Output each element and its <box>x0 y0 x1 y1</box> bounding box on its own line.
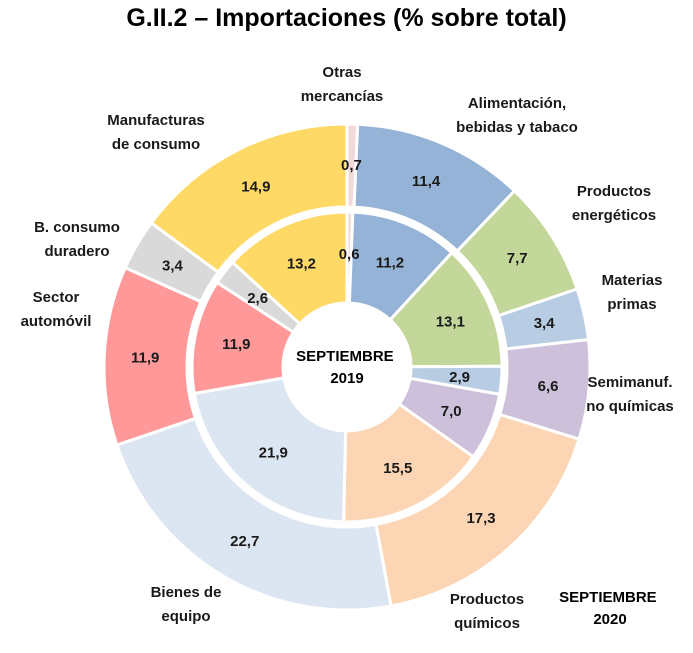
category-label-bienes-de-equipo: Bienes de equipo <box>151 584 222 625</box>
outer-value-sector-automovil: 11,9 <box>131 349 159 366</box>
inner-value-sector-automovil: 11,9 <box>222 336 250 353</box>
chart-title: G.II.2 – Importaciones (% sobre total) <box>126 4 567 32</box>
category-label-productos-quimicos: Productos químicos <box>450 591 524 632</box>
inner-ring-label-line-1: SEPTIEMBRE <box>296 348 394 365</box>
category-label-b-consumo-duradero: B. consumo duradero <box>34 219 120 260</box>
inner-ring <box>190 210 504 524</box>
category-label-otras-mercancias: Otras mercancías <box>301 64 384 105</box>
outer-ring <box>102 122 592 612</box>
inner-slice-productos-quimicos <box>342 401 476 524</box>
outer-ring-label-line-1: SEPTIEMBRE <box>559 589 657 606</box>
category-labels: Otras mercancías Alimentación, bebidas y ta… <box>21 64 674 632</box>
category-label-semimanuf-no-quimicas: Semimanuf. no químicas <box>586 374 674 415</box>
inner-slice-productos-energeticos <box>388 250 504 369</box>
inner-value-otras-mercancias: 0,6 <box>339 246 360 263</box>
outer-value-productos-quimicos: 17,3 <box>466 510 495 527</box>
outer-value-otras-mercancias: 0,7 <box>341 157 362 174</box>
outer-value-alimentacion-bebidas-y-tabaco: 11,4 <box>412 173 441 190</box>
value-labels: 0,6 11,2 13,1 2,9 7,0 15,5 21,9 11,9 2,6 13,2 0,7 1… <box>131 157 558 550</box>
outer-value-b-consumo-duradero: 3,4 <box>162 257 184 274</box>
outer-value-manufacturas-de-consumo: 14,9 <box>241 179 270 196</box>
outer-slice-manufacturas-de-consumo <box>149 122 349 275</box>
inner-value-alimentacion-bebidas-y-tabaco: 11,2 <box>376 254 404 271</box>
outer-slice-bienes-de-equipo <box>114 416 393 612</box>
inner-slice-manufacturas-de-consumo <box>230 210 349 326</box>
inner-value-materias-primas: 2,9 <box>449 369 470 386</box>
inner-value-semimanuf-no-quimicas: 7,0 <box>441 403 462 420</box>
category-label-sector-automovil: Sector automóvil <box>21 289 92 330</box>
inner-ring-label: SEPTIEMBRE 2019 <box>296 348 398 387</box>
inner-slice-bienes-de-equipo <box>192 376 348 524</box>
inner-ring-label-line-2: 2019 <box>330 370 363 387</box>
outer-value-bienes-de-equipo: 22,7 <box>230 533 259 550</box>
inner-value-b-consumo-duradero: 2,6 <box>247 290 268 307</box>
category-label-materias-primas: Materias primas <box>602 272 663 313</box>
inner-value-bienes-de-equipo: 21,9 <box>259 445 288 462</box>
category-label-alimentacion-bebidas-y-tabaco: Alimentación, bebidas y tabaco <box>456 95 578 136</box>
outer-value-semimanuf-no-quimicas: 6,6 <box>538 378 559 395</box>
outer-ring-label: SEPTIEMBRE 2020 <box>559 589 661 628</box>
category-label-productos-energeticos: Productos energéticos <box>572 183 656 224</box>
category-label-manufacturas-de-consumo: Manufacturas de consumo <box>107 112 205 153</box>
outer-value-productos-energeticos: 7,7 <box>507 250 528 267</box>
inner-value-productos-quimicos: 15,5 <box>383 460 412 477</box>
outer-ring-label-line-2: 2020 <box>593 611 626 628</box>
inner-value-productos-energeticos: 13,1 <box>436 313 465 330</box>
inner-value-manufacturas-de-consumo: 13,2 <box>287 256 316 273</box>
outer-value-materias-primas: 3,4 <box>534 315 556 332</box>
